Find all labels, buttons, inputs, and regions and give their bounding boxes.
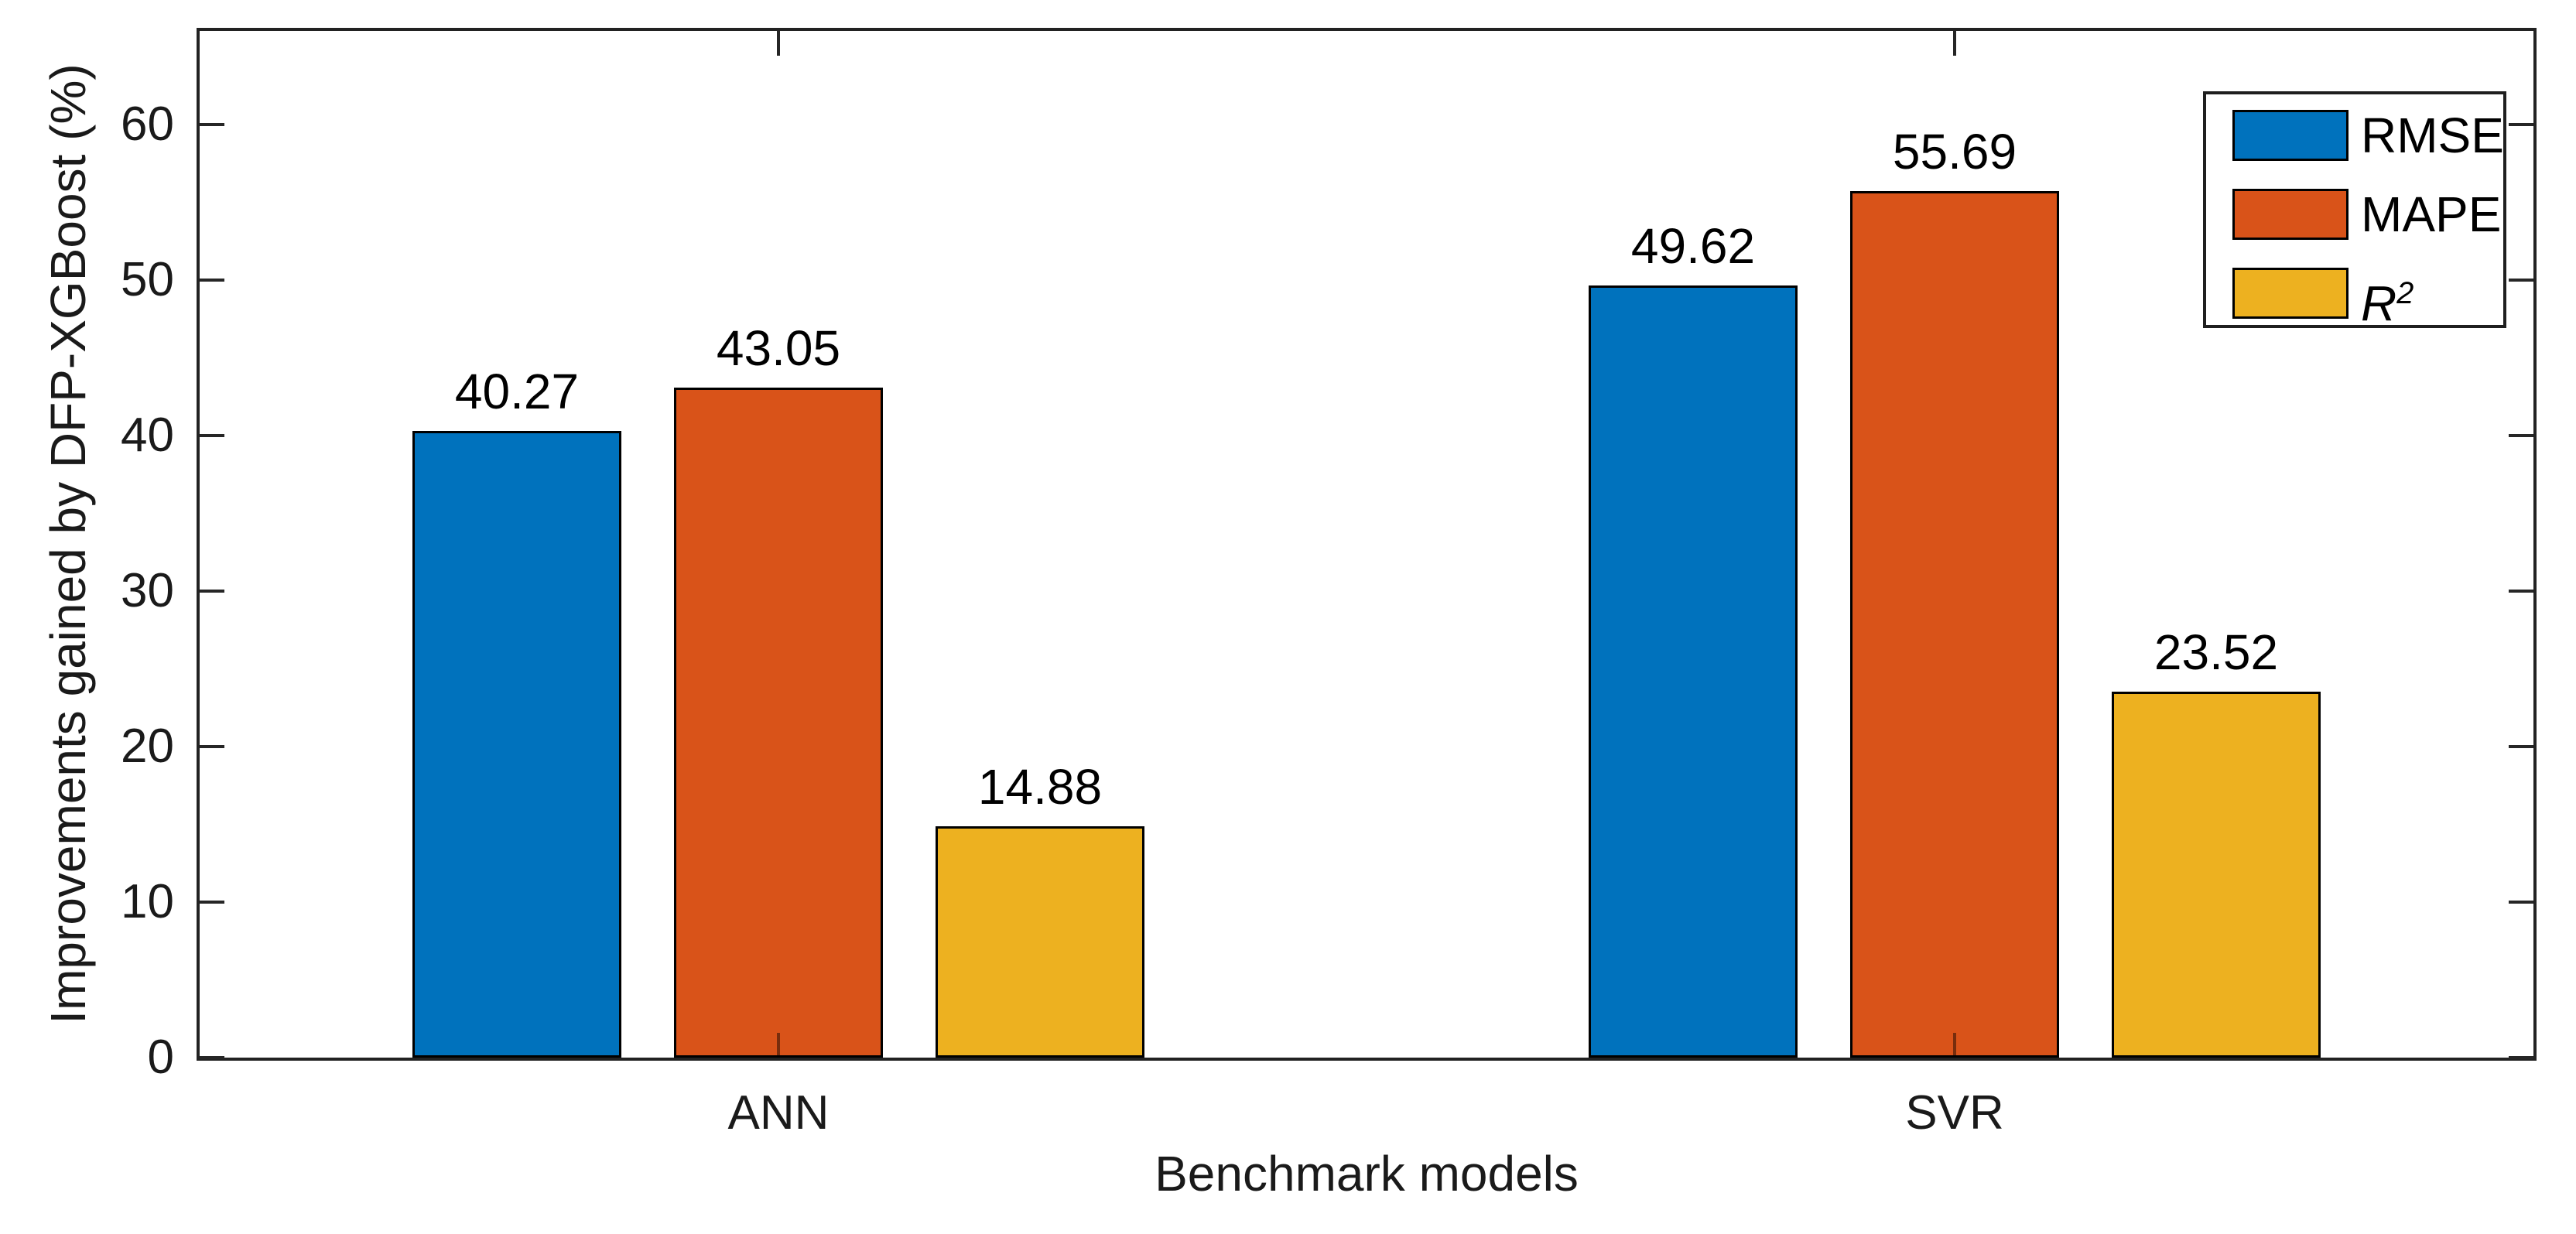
bar-ann-rmse [412, 431, 621, 1058]
bar-value-label: 55.69 [1892, 124, 2017, 179]
y-tick-mark-right [2509, 433, 2533, 437]
x-tick-label-svr: SVR [1905, 1086, 2004, 1140]
legend-swatch [2232, 268, 2349, 319]
y-tick-label: 40 [121, 408, 174, 462]
x-tick-label-ann: ANN [727, 1086, 830, 1140]
y-tick-mark-right [2509, 744, 2533, 748]
y-tick-mark-right [2509, 122, 2533, 126]
y-tick-mark [200, 589, 224, 593]
bar-value-label: 23.52 [2154, 624, 2279, 680]
legend-swatch [2232, 110, 2349, 161]
bar-svr-mape [1850, 191, 2059, 1058]
bar-svr-r2 [2112, 692, 2321, 1058]
legend-item: MAPE [2232, 189, 2501, 240]
y-tick-label: 30 [121, 563, 174, 617]
x-axis-label: Benchmark models [1155, 1146, 1579, 1202]
bar-value-label: 14.88 [977, 759, 1103, 815]
y-tick-label: 60 [121, 97, 174, 151]
y-tick-mark-right [2509, 900, 2533, 904]
x-tick-mark-top [776, 31, 780, 56]
x-tick-mark-top [1953, 31, 1957, 56]
plot-area: RMSE MAPE R2 [197, 28, 2537, 1061]
bar-value-label: 43.05 [716, 320, 841, 376]
bar-ann-r2 [936, 826, 1144, 1058]
bar-value-label: 40.27 [454, 364, 580, 419]
y-tick-mark-right [2509, 278, 2533, 282]
bar-svr-rmse [1589, 285, 1798, 1058]
legend-item: RMSE [2232, 110, 2504, 161]
legend-label: R2 [2361, 275, 2414, 332]
y-tick-mark [200, 122, 224, 126]
y-tick-mark-right [2509, 589, 2533, 593]
y-tick-mark [200, 900, 224, 904]
legend-label: RMSE [2361, 108, 2504, 163]
x-tick-mark-bottom [776, 1033, 780, 1058]
y-tick-mark [200, 433, 224, 437]
x-tick-mark-bottom [1953, 1033, 1957, 1058]
y-tick-label: 10 [121, 874, 174, 928]
y-tick-mark [200, 744, 224, 748]
legend-swatch [2232, 189, 2349, 240]
legend: RMSE MAPE R2 [2203, 91, 2506, 332]
bar-value-label: 49.62 [1630, 218, 1756, 274]
bar-ann-mape [674, 388, 883, 1058]
y-tick-mark [200, 1056, 224, 1059]
legend-item: R2 [2232, 268, 2488, 332]
y-tick-label: 50 [121, 252, 174, 306]
y-tick-label: 0 [147, 1031, 174, 1084]
y-tick-label: 20 [121, 719, 174, 773]
y-tick-mark [200, 278, 224, 282]
y-tick-mark-right [2509, 1056, 2533, 1059]
legend-label: MAPE [2361, 186, 2502, 242]
